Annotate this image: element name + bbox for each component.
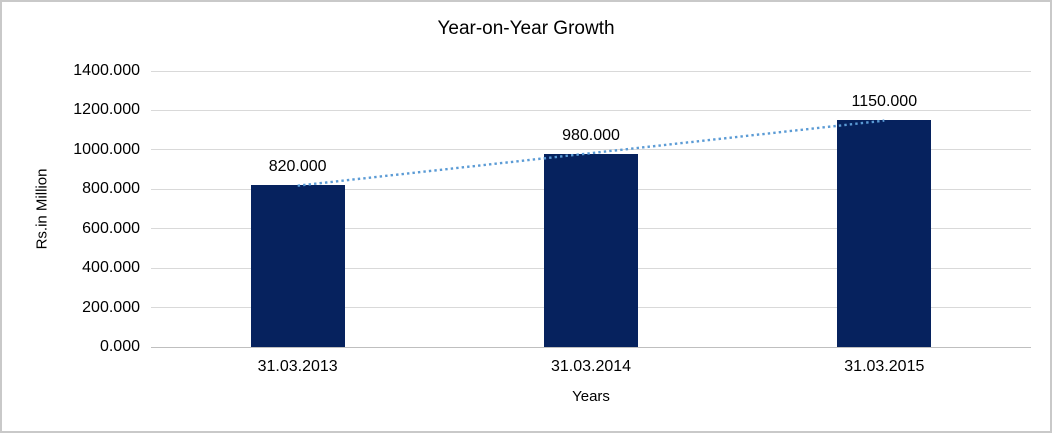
x-axis-title: Years [572, 388, 610, 405]
y-tick-label: 800.000 [82, 180, 140, 198]
x-axis-line [151, 346, 1031, 348]
x-tick-label: 31.03.2015 [844, 358, 925, 375]
y-tick-label: 1000.000 [73, 140, 140, 158]
gridline [151, 109, 1031, 111]
data-label: 1150.000 [851, 93, 918, 111]
bar-31.03.2015 [837, 120, 932, 347]
y-tick-label: 200.000 [82, 298, 140, 316]
data-label: 820.000 [268, 158, 327, 176]
y-tick-label: 400.000 [82, 259, 140, 277]
x-tick-label: 31.03.2014 [550, 358, 632, 375]
y-tick-label: 600.000 [82, 219, 140, 237]
bar-31.03.2014 [544, 153, 638, 347]
y-tick-label: 0.000 [99, 338, 140, 355]
bar-31.03.2013 [250, 185, 345, 347]
x-tick-label: 31.03.2013 [257, 358, 338, 375]
data-label: 980.000 [562, 126, 620, 144]
gridline [151, 70, 1031, 72]
y-tick-label: 1200.000 [73, 101, 140, 119]
chart-title: Year-on-Year Growth [437, 18, 615, 39]
y-tick-label: 1400.000 [73, 62, 140, 79]
